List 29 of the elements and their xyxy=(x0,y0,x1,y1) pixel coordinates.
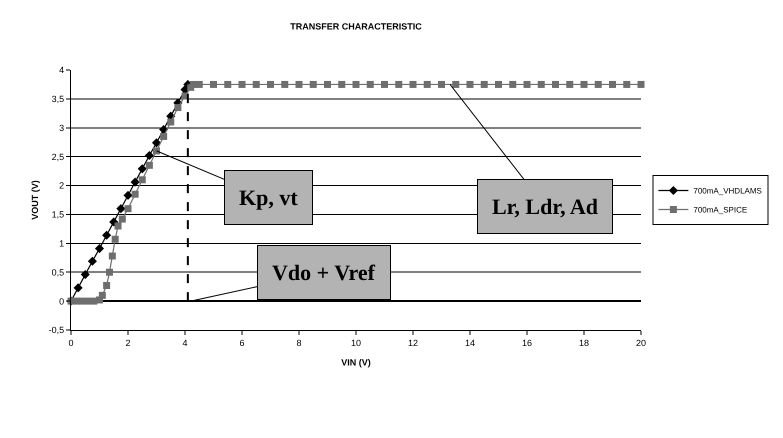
y-tick-label: -0,5 xyxy=(48,325,64,336)
y-tick-label: 3,5 xyxy=(52,94,64,104)
annotation: Vdo + Vref xyxy=(272,260,376,285)
x-axis-title: VIN (V) xyxy=(341,358,371,368)
y-tick-label: 0 xyxy=(59,296,64,306)
annotation: Lr, Ldr, Ad xyxy=(492,194,598,219)
y-axis-title: VOUT (V) xyxy=(30,180,40,220)
x-tick-label: 6 xyxy=(239,338,245,348)
x-tick-label: 18 xyxy=(578,338,590,348)
y-tick-label: 2 xyxy=(59,180,64,191)
y-tick-label: 1,5 xyxy=(52,210,64,220)
legend-label: 700mA_VHDLAMS xyxy=(693,186,762,196)
x-tick-label: 12 xyxy=(408,338,418,348)
x-tick-label: 0 xyxy=(68,338,74,348)
x-tick-label: 8 xyxy=(296,338,302,348)
x-tick-label: 14 xyxy=(464,338,476,348)
legend-label: 700mA_SPICE xyxy=(693,206,748,215)
annotation: Kp, vt xyxy=(239,185,298,210)
x-tick-label: 10 xyxy=(350,338,362,348)
y-tick-label: 0,5 xyxy=(52,267,64,278)
x-tick-label: 20 xyxy=(636,338,646,348)
x-tick-label: 2 xyxy=(125,338,131,348)
y-tick-label: 4 xyxy=(59,65,64,76)
y-tick-label: 3 xyxy=(59,122,64,133)
y-tick-label: 1 xyxy=(59,238,64,248)
x-tick-label: 16 xyxy=(522,338,532,348)
y-tick-label: 2,5 xyxy=(52,152,64,162)
chart-title: TRANSFER CHARACTERISTIC xyxy=(290,21,422,32)
x-tick-label: 4 xyxy=(182,338,188,348)
